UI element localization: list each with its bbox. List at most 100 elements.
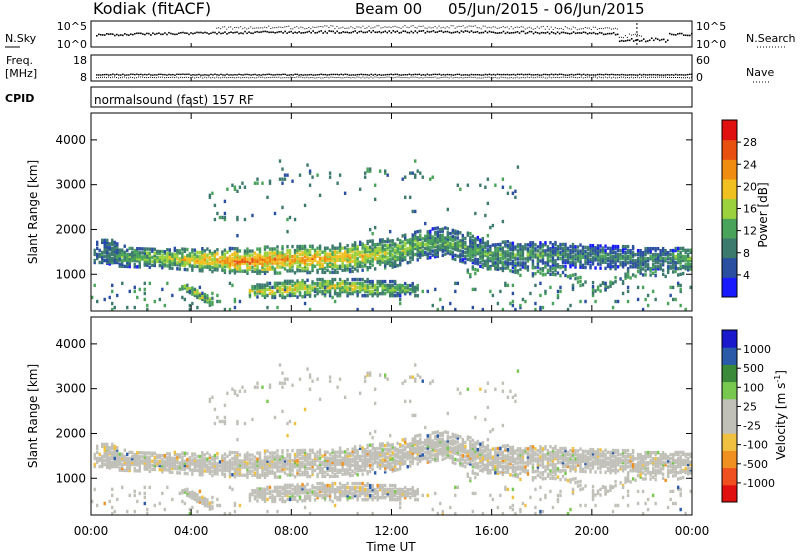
power-cell	[221, 266, 224, 270]
power-cell	[206, 300, 209, 304]
velocity-cell	[183, 461, 187, 466]
power-cell	[276, 265, 279, 269]
power-cell	[411, 233, 414, 237]
power-cell	[404, 243, 407, 247]
power-cell	[511, 251, 515, 256]
y-tick-label: 4000	[55, 133, 86, 147]
nave-point	[562, 76, 564, 78]
velocity-cell	[191, 472, 194, 476]
velocity-cell	[118, 456, 121, 460]
power-cell	[228, 266, 232, 271]
power-cell	[111, 256, 114, 261]
velocity-cell	[296, 448, 299, 453]
power-cell	[201, 249, 204, 253]
freq-point	[100, 74, 102, 76]
nsearch-point	[238, 27, 240, 29]
power-cell	[273, 271, 277, 275]
power-cell	[611, 258, 615, 263]
power-cell	[363, 254, 367, 258]
power-cell	[183, 261, 187, 266]
nave-point	[494, 76, 496, 78]
power-cell	[451, 228, 454, 233]
power-cell	[436, 250, 439, 254]
velocity-cell	[293, 456, 297, 461]
nave-point	[228, 77, 230, 79]
velocity-cell	[228, 450, 232, 455]
power-cell	[406, 248, 409, 253]
power-cell	[133, 256, 136, 261]
power-cell	[566, 246, 570, 251]
power-cell	[441, 235, 444, 239]
power-cell	[449, 252, 452, 256]
velocity-cell	[108, 456, 111, 460]
power-cell	[328, 291, 332, 296]
power-cell	[351, 281, 354, 286]
power-cell	[308, 307, 312, 312]
power-cell	[351, 269, 354, 274]
nsearch-point	[634, 33, 636, 35]
freq-point	[114, 74, 116, 76]
power-cell	[414, 287, 417, 292]
velocity-cell	[306, 452, 309, 457]
power-cell	[116, 242, 119, 247]
power-cell	[268, 255, 272, 259]
power-cell	[609, 281, 612, 286]
power-cell	[323, 279, 327, 284]
velocity-cell	[163, 456, 167, 460]
velocity-cell	[128, 458, 131, 463]
velocity-cell	[241, 459, 244, 463]
power-cell	[316, 252, 319, 256]
power-cell	[253, 267, 257, 271]
power-cell	[504, 283, 507, 288]
power-cell	[213, 266, 217, 270]
power-cell	[529, 291, 532, 296]
power-cell	[436, 240, 439, 244]
velocity-cell	[216, 462, 219, 466]
velocity-cell	[136, 457, 139, 461]
power-cell	[376, 256, 379, 261]
power-cell	[116, 293, 119, 298]
power-cell	[173, 258, 177, 263]
power-cell	[323, 266, 327, 271]
velocity-cell	[273, 475, 277, 479]
power-cell	[233, 271, 237, 275]
power-cell	[286, 173, 289, 177]
power-cell	[419, 229, 422, 233]
power-cell	[656, 259, 660, 263]
velocity-cell	[228, 464, 232, 469]
nave-point	[318, 76, 320, 78]
power-cell	[616, 244, 620, 249]
power-cell	[441, 233, 444, 237]
velocity-cell	[293, 462, 297, 467]
power-cell	[529, 241, 532, 245]
velocity-cell	[231, 462, 234, 467]
power-cell	[308, 256, 312, 261]
power-cell	[399, 297, 402, 302]
velocity-cell	[181, 457, 184, 461]
power-cell	[308, 252, 312, 257]
velocity-cell	[253, 465, 257, 469]
freq-point	[126, 74, 128, 76]
nsky-point	[662, 38, 665, 41]
power-cell	[326, 281, 329, 286]
power-cell	[441, 307, 444, 312]
power-cell	[474, 243, 477, 247]
freq-point	[102, 73, 104, 76]
nave-point	[144, 76, 146, 78]
power-cell	[108, 256, 111, 261]
power-cell	[181, 285, 184, 289]
power-cell	[431, 249, 434, 253]
power-cell	[569, 248, 572, 253]
nsearch-point	[494, 26, 496, 28]
velocity-cell	[301, 472, 304, 477]
power-cell	[451, 246, 454, 251]
power-cell	[316, 291, 319, 296]
velocity-cell	[213, 461, 217, 466]
nsearch-point	[364, 27, 366, 29]
power-cell	[266, 245, 269, 249]
velocity-cell	[156, 455, 159, 460]
power-cell	[449, 235, 452, 240]
freq-point	[304, 74, 306, 76]
velocity-cell	[231, 460, 234, 465]
nave-point	[100, 76, 102, 78]
